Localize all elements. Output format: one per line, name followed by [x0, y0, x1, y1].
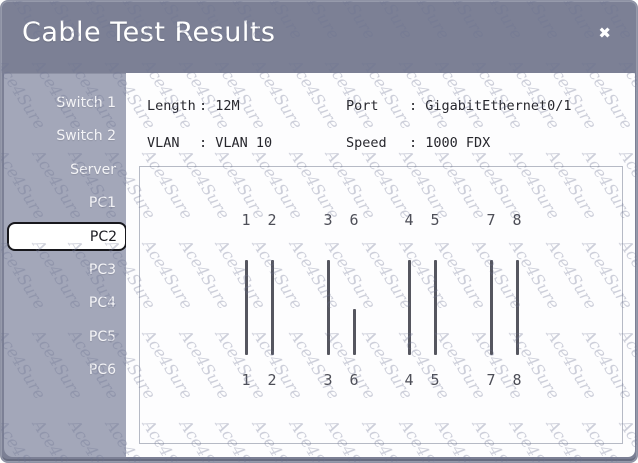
sidebar-item-pc4[interactable]: PC4 — [88, 295, 116, 312]
sidebar-item-pc6[interactable]: PC6 — [88, 362, 116, 379]
info-label: Speed — [346, 135, 387, 151]
pin-label-bottom-8: 8 — [512, 371, 522, 389]
info-label: VLAN — [147, 135, 180, 151]
pin-label-top-1: 1 — [241, 211, 251, 229]
sidebar: Switch 1 Switch 2 Server PC1 PC2 PC3 PC4 PC5 PC6 — [4, 73, 127, 457]
pin-label-bottom-4: 4 — [404, 371, 414, 389]
info-label: Port — [346, 98, 379, 114]
info-value: : VLAN 10 — [199, 135, 273, 151]
wire-line-pin-3 — [326, 260, 330, 355]
info-field-length: Length: 12M — [147, 98, 240, 114]
main-panel: Length: 12M Port : GigabitEthernet0/1 VLAN:… — [126, 73, 635, 457]
info-value: : 1000 FDX — [409, 135, 491, 151]
pin-label-top-2: 2 — [267, 211, 277, 229]
sidebar-item-pc2[interactable]: PC2 — [7, 222, 127, 251]
sidebar-item-switch1[interactable]: Switch 1 — [56, 94, 116, 111]
pin-label-top-8: 8 — [512, 211, 522, 229]
info-value: : GigabitEthernet0/1 — [409, 98, 572, 114]
wire-line-pin-8 — [515, 260, 519, 355]
pin-label-top-3: 3 — [323, 211, 333, 229]
sidebar-item-pc1[interactable]: PC1 — [88, 195, 116, 212]
title-bar: Cable Test Results ✖ — [1, 1, 637, 73]
info-field-vlan: VLAN : VLAN 10 — [147, 135, 272, 151]
sidebar-item-pc5[interactable]: PC5 — [88, 328, 116, 345]
pin-label-bottom-3: 3 — [323, 371, 333, 389]
wire-line-pin-2 — [270, 260, 274, 355]
pin-label-top-5: 5 — [430, 211, 440, 229]
close-icon[interactable]: ✖ — [598, 24, 611, 42]
dialog-title: Cable Test Results — [22, 17, 276, 48]
info-field-port: Port : GigabitEthernet0/1 — [346, 98, 572, 114]
wire-line-pin-4 — [407, 260, 411, 355]
pin-label-bottom-6: 6 — [349, 371, 359, 389]
wire-line-pin-1 — [244, 260, 248, 355]
sidebar-item-pc3[interactable]: PC3 — [88, 261, 116, 278]
sidebar-item-server[interactable]: Server — [70, 161, 116, 178]
wire-line-pin-5 — [433, 260, 437, 355]
info-value: : 12M — [199, 98, 240, 114]
pin-label-top-4: 4 — [404, 211, 414, 229]
pin-label-bottom-5: 5 — [430, 371, 440, 389]
sidebar-item-switch2[interactable]: Switch 2 — [56, 128, 116, 145]
info-field-speed: Speed : 1000 FDX — [346, 135, 490, 151]
pin-label-bottom-1: 1 — [241, 371, 251, 389]
wire-line-pin-6 — [352, 309, 356, 355]
pin-label-top-6: 6 — [349, 211, 359, 229]
pin-label-top-7: 7 — [486, 211, 496, 229]
pin-label-bottom-2: 2 — [267, 371, 277, 389]
info-label: Length — [147, 98, 196, 114]
wire-line-pin-7 — [489, 260, 493, 355]
pin-label-bottom-7: 7 — [486, 371, 496, 389]
